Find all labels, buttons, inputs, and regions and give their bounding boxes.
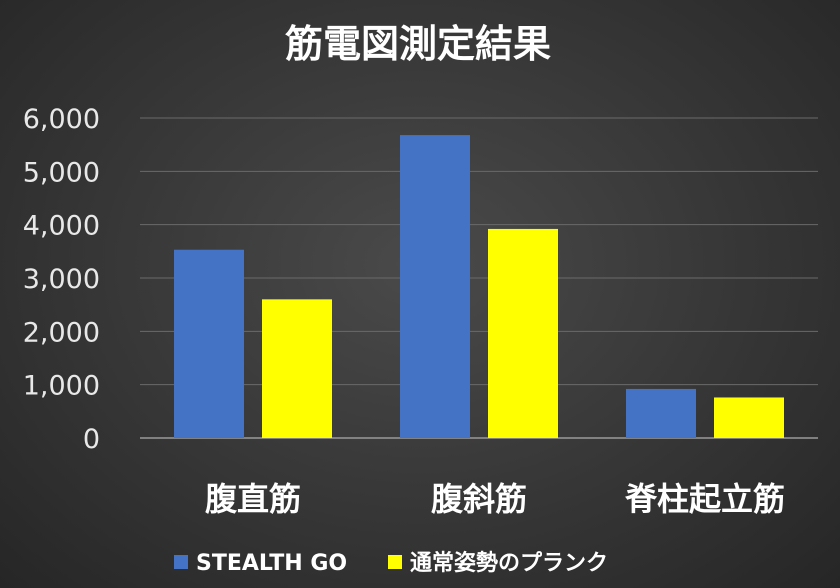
grid-layer [140,117,818,439]
x-axis-ticks: 腹直筋 腹斜筋 脊柱起立筋 [205,480,785,518]
y-tick-label: 3,000 [23,264,100,295]
y-axis-ticks: 0 1,000 2,000 3,000 4,000 5,000 6,000 [23,104,100,455]
bar [488,228,558,438]
bar [174,249,244,438]
y-tick-label: 0 [83,424,100,455]
bar [400,135,470,439]
x-tick-label: 脊柱起立筋 [624,480,785,518]
bar [626,388,696,438]
legend-swatch [174,555,188,569]
y-tick-label: 1,000 [23,371,100,402]
y-tick-label: 5,000 [23,157,100,188]
y-tick-label: 4,000 [23,211,100,242]
legend-label: STEALTH GO [196,551,347,576]
legend: STEALTH GO 通常姿勢のプランク [174,550,608,576]
bar [714,397,784,438]
x-tick-label: 腹斜筋 [431,480,527,518]
bar [262,299,332,438]
y-tick-label: 2,000 [23,317,100,348]
chart-title: 筋電図測定結果 [285,22,551,66]
legend-swatch [388,555,402,569]
x-tick-label: 腹直筋 [205,480,301,518]
bars-layer [174,135,784,439]
legend-label: 通常姿勢のプランク [410,550,608,576]
y-tick-label: 6,000 [23,104,100,135]
